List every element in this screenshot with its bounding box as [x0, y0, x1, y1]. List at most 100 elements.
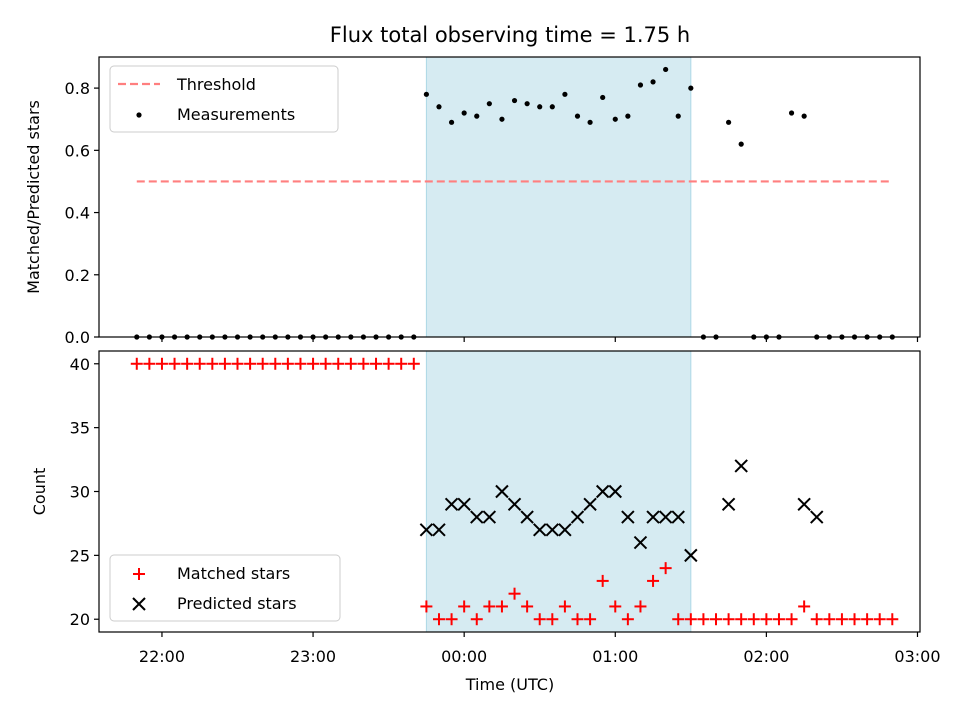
matched-star-point	[621, 613, 634, 626]
top-y-tick-label: 0.6	[65, 141, 90, 160]
matched-star-point	[785, 613, 798, 626]
bottom-y-axis-label: Count	[30, 468, 49, 516]
matched-star-point	[873, 613, 886, 626]
predicted-star-point	[671, 510, 685, 524]
bottom-observing-window-band	[425, 350, 692, 633]
predicted-star-point	[457, 497, 471, 511]
measurement-point	[738, 141, 744, 147]
measurement-point	[600, 94, 606, 101]
predicted-star-point	[721, 497, 736, 511]
matched-star-point	[659, 562, 672, 575]
bottom-plot-marks	[130, 357, 899, 626]
measurement-point	[562, 91, 568, 97]
matched-star-point	[722, 613, 735, 626]
measurement-point	[474, 113, 480, 119]
predicted-star-point	[583, 497, 597, 511]
top-y-tick-label: 0.2	[65, 266, 90, 285]
matched-star-point	[193, 357, 206, 370]
matched-star-point	[823, 613, 836, 626]
matched-star-point	[848, 613, 861, 626]
predicted-star-point	[482, 510, 497, 524]
matched-star-point	[886, 613, 899, 626]
x-tick-label: 03:00	[894, 647, 940, 666]
matched-star-point	[370, 357, 383, 370]
matched-star-point	[256, 357, 269, 370]
top-panel: 0.00.20.40.60.8 Matched/Predicted stars …	[24, 56, 921, 347]
predicted-star-point	[646, 510, 660, 524]
top-y-tick-label: 0.4	[65, 204, 90, 223]
legend-measurements-swatch	[136, 112, 142, 118]
bottom-legend-box	[109, 554, 341, 622]
legend-measurements-label: Measurements	[177, 105, 295, 124]
predicted-star-point	[533, 523, 547, 537]
top-y-tick-label: 0.8	[65, 79, 90, 98]
measurement-point	[801, 113, 807, 119]
predicted-star-point	[545, 523, 560, 537]
bottom-y-ticks: 20 25 30 35 40	[70, 355, 99, 629]
measurement-point	[675, 113, 681, 119]
top-observing-window-band	[425, 56, 692, 338]
matched-star-point	[407, 357, 420, 370]
matched-star-point	[382, 357, 395, 370]
predicted-star-point	[419, 523, 434, 537]
matched-star-point	[470, 613, 483, 626]
matched-star-point	[647, 574, 660, 587]
matched-star-point	[231, 357, 244, 370]
predicted-star-point	[810, 510, 824, 524]
measurement-point	[587, 119, 593, 125]
measurement-point	[574, 113, 581, 119]
matched-star-point	[483, 600, 496, 613]
predicted-star-point	[797, 497, 811, 511]
top-x-tick-marks	[161, 337, 919, 342]
predicted-star-point	[570, 510, 585, 524]
matched-star-point	[508, 587, 521, 600]
matched-star-point	[798, 600, 811, 613]
matched-star-point	[571, 613, 584, 626]
matched-star-point	[835, 613, 848, 626]
measurement-point	[549, 104, 555, 110]
measurement-point	[650, 79, 656, 85]
top-legend-box	[109, 65, 339, 133]
matched-star-point	[458, 600, 471, 613]
bottom-y-tick-label: 35	[70, 419, 90, 438]
matched-star-point	[697, 613, 710, 626]
matched-star-point	[735, 613, 748, 626]
matched-star-point	[432, 613, 445, 626]
matched-star-point	[584, 613, 597, 626]
top-legend: Threshold Measurements	[109, 65, 339, 133]
bottom-y-tick-label: 20	[70, 610, 90, 629]
x-tick-label: 00:00	[441, 647, 487, 666]
matched-star-point	[521, 600, 534, 613]
matched-star-point	[269, 357, 282, 370]
x-tick-label: 01:00	[592, 647, 638, 666]
matched-star-point	[181, 357, 194, 370]
measurement-point	[537, 104, 543, 110]
predicted-star-point	[558, 523, 572, 537]
x-tick-label: 02:00	[743, 647, 789, 666]
bottom-y-tick-label: 40	[70, 355, 90, 374]
matched-star-point	[206, 357, 219, 370]
chart-title: Flux total observing time = 1.75 h	[330, 23, 690, 47]
predicted-star-point	[595, 484, 610, 499]
predicted-star-point	[495, 484, 509, 499]
measurement-point	[499, 116, 505, 122]
measurement-point	[663, 66, 669, 73]
x-tick-label: 23:00	[290, 647, 336, 666]
matched-star-point	[357, 357, 370, 370]
top-y-ticks: 0.0 0.2 0.4 0.6 0.8	[65, 79, 99, 347]
measurement-point	[423, 91, 429, 97]
legend-predicted-swatch	[132, 597, 146, 611]
predicted-star-point	[621, 510, 635, 524]
matched-star-point	[546, 613, 559, 626]
predicted-star-point	[444, 497, 459, 511]
predicted-star-point	[658, 510, 673, 524]
matched-star-point	[533, 613, 546, 626]
measurement-point	[637, 82, 644, 88]
legend-threshold-label: Threshold	[176, 75, 256, 94]
matched-star-point	[244, 357, 257, 370]
predicted-star-point	[734, 459, 748, 473]
matched-star-point	[395, 357, 408, 370]
predicted-star-point	[470, 510, 484, 524]
matched-star-point	[130, 357, 143, 370]
matched-star-point	[810, 613, 823, 626]
